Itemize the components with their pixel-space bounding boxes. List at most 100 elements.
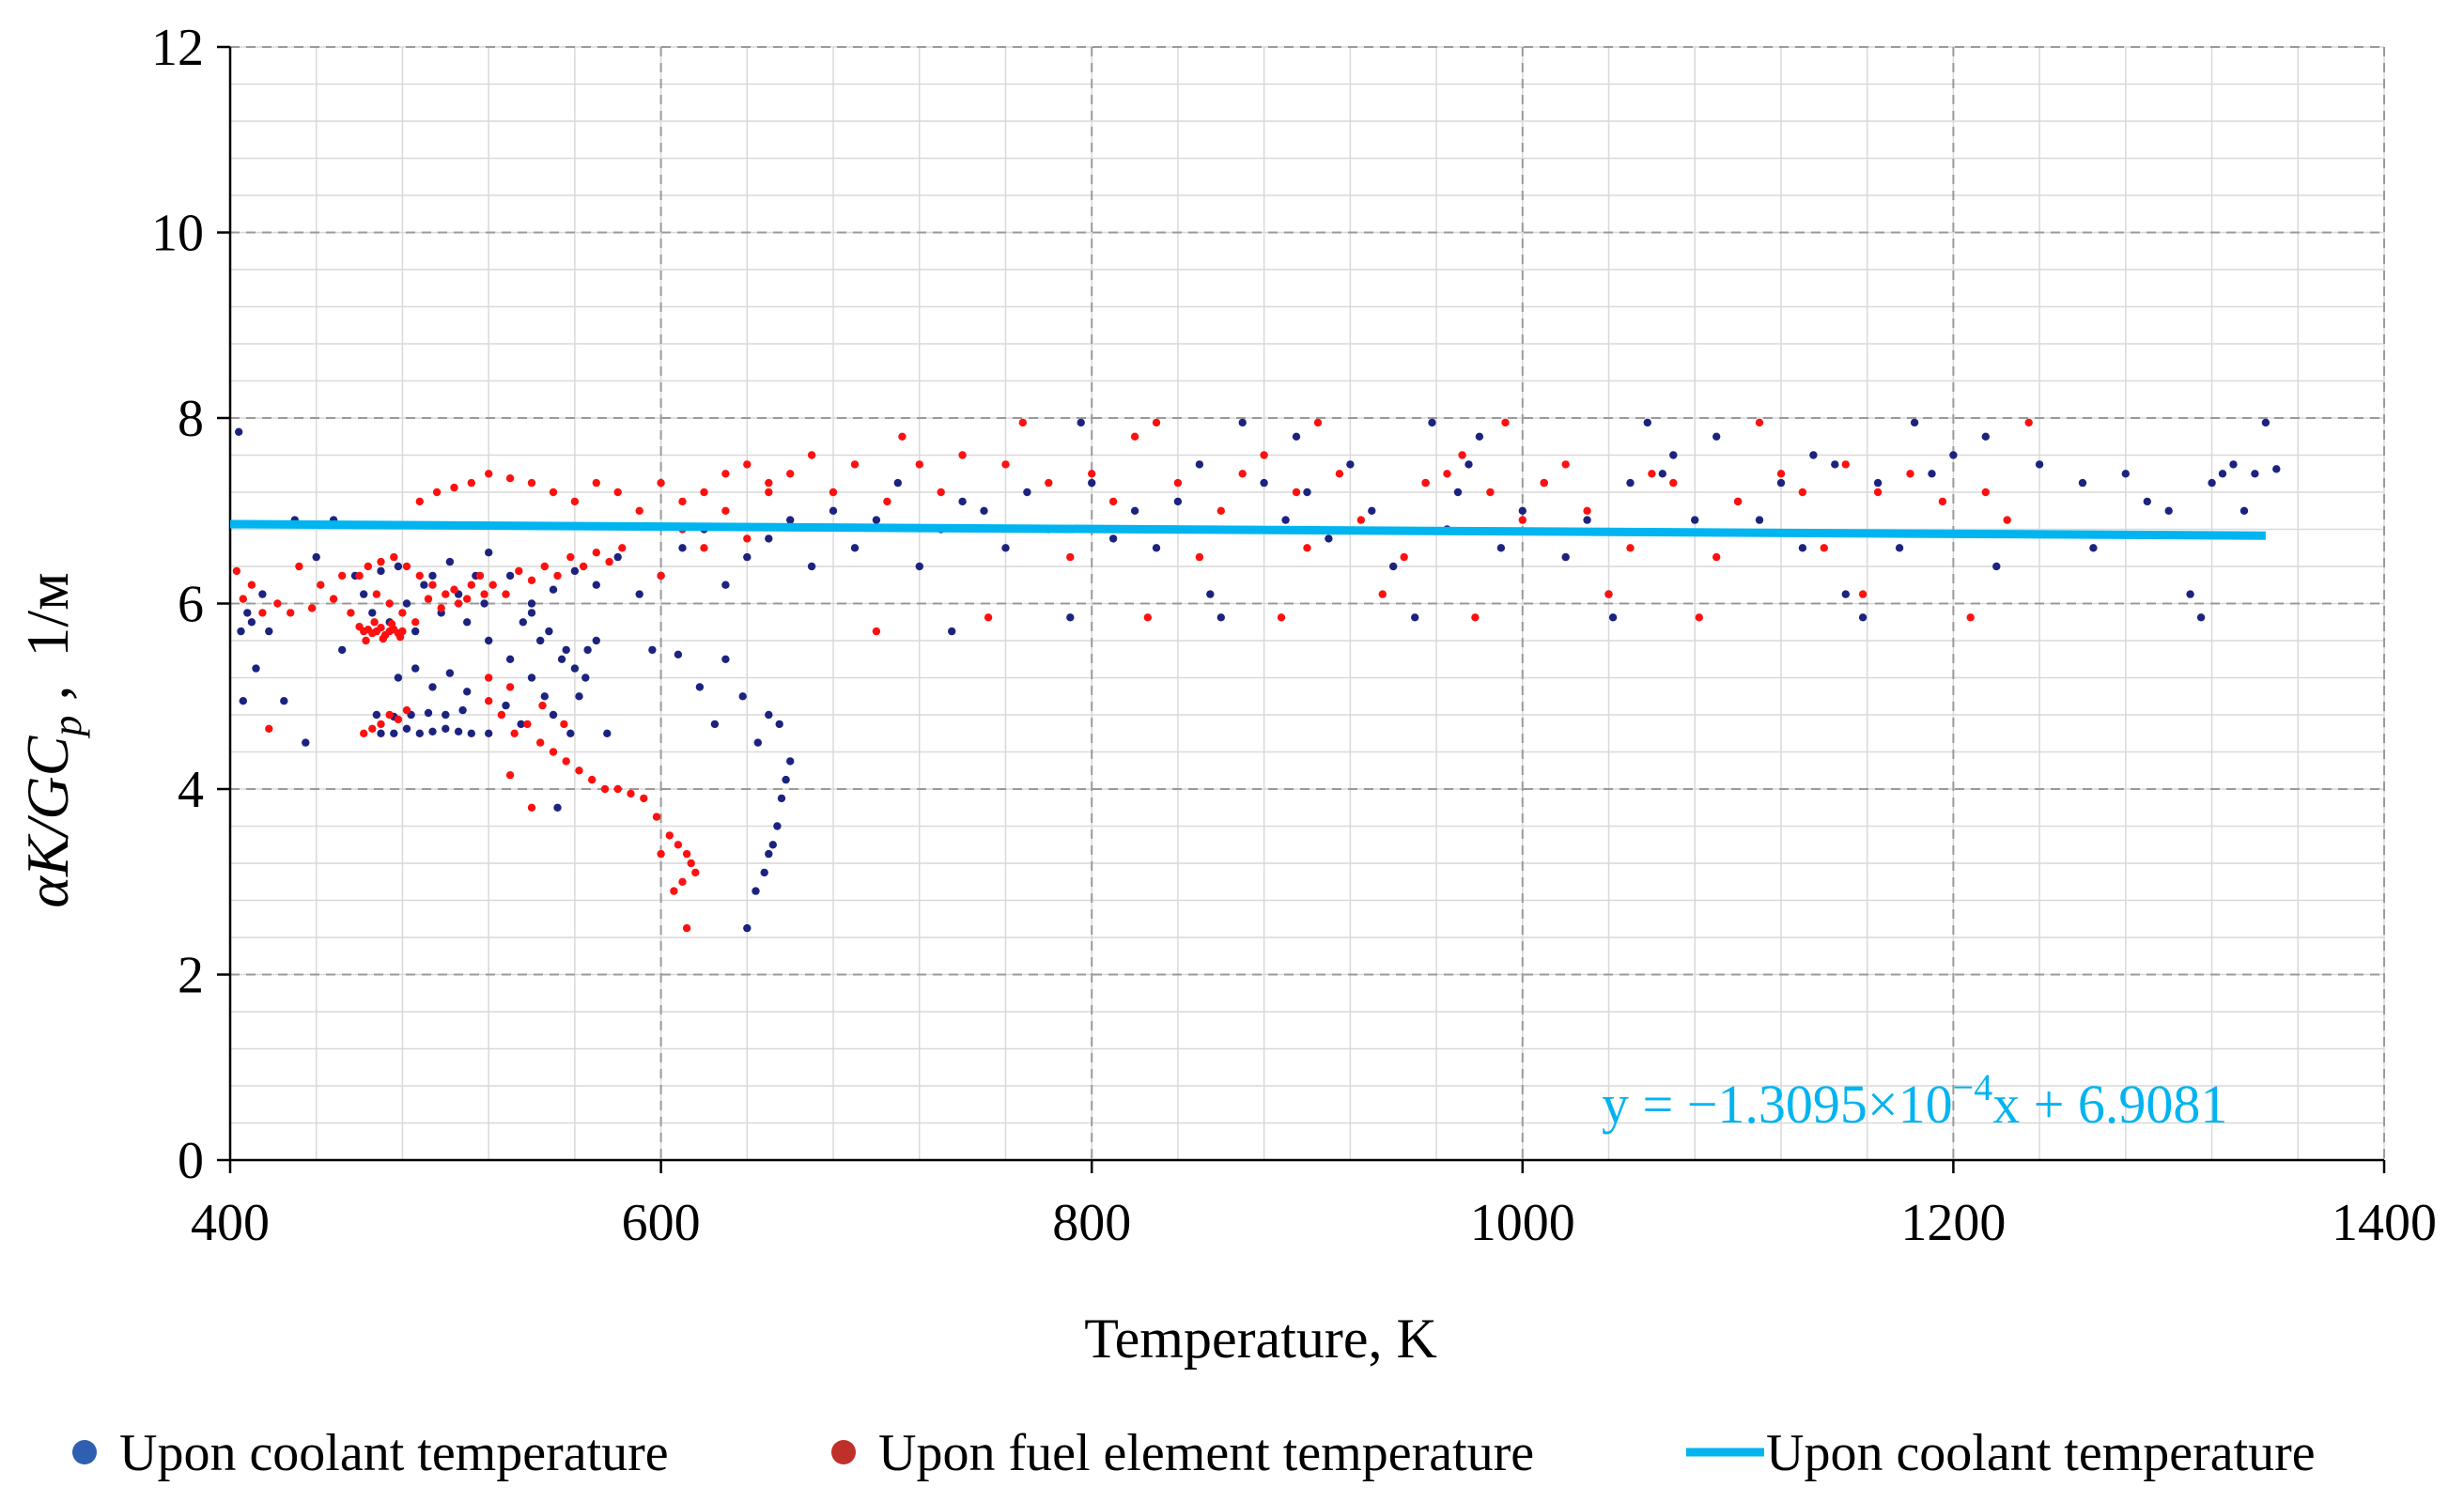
data-point-fuel bbox=[239, 595, 247, 603]
data-point-fuel bbox=[360, 729, 368, 737]
data-point-coolant bbox=[360, 590, 368, 598]
data-point-coolant bbox=[1809, 451, 1818, 459]
data-point-coolant bbox=[1608, 613, 1618, 622]
data-point-fuel bbox=[1583, 506, 1591, 515]
data-point-coolant bbox=[1910, 418, 1919, 427]
data-point-coolant bbox=[377, 729, 385, 737]
data-point-fuel bbox=[377, 624, 385, 632]
data-point-coolant bbox=[252, 664, 260, 673]
data-point-coolant bbox=[765, 849, 773, 859]
data-point-fuel bbox=[450, 585, 458, 594]
data-point-fuel bbox=[635, 506, 643, 515]
data-point-coolant bbox=[1658, 470, 1667, 478]
data-point-fuel bbox=[485, 674, 493, 682]
data-point-fuel bbox=[1356, 516, 1366, 524]
data-point-coolant bbox=[562, 645, 570, 655]
y-tick-label: 10 bbox=[151, 205, 204, 263]
data-point-fuel bbox=[485, 697, 493, 705]
data-point-coolant bbox=[527, 674, 536, 682]
data-point-fuel bbox=[1471, 613, 1480, 622]
data-point-coolant bbox=[527, 599, 536, 608]
data-point-coolant bbox=[760, 868, 768, 877]
data-point-coolant bbox=[872, 516, 881, 524]
data-point-fuel bbox=[1066, 552, 1075, 562]
data-point-coolant bbox=[415, 729, 424, 737]
data-point-coolant bbox=[768, 841, 777, 849]
data-point-coolant bbox=[1518, 506, 1527, 515]
data-point-fuel bbox=[385, 599, 394, 608]
data-point-fuel bbox=[1906, 470, 1914, 478]
data-point-fuel bbox=[1378, 590, 1387, 598]
data-point-fuel bbox=[1152, 418, 1161, 427]
data-point-fuel bbox=[368, 724, 377, 733]
trendline bbox=[229, 519, 2266, 540]
data-point-fuel bbox=[2024, 418, 2033, 427]
data-point-fuel bbox=[540, 562, 549, 571]
data-point-coolant bbox=[958, 497, 967, 506]
y-tick-label: 4 bbox=[178, 761, 204, 819]
data-point-coolant bbox=[485, 729, 493, 737]
data-point-coolant bbox=[1626, 478, 1635, 488]
x-tick-label: 1200 bbox=[1900, 1194, 2006, 1252]
data-point-coolant bbox=[553, 803, 562, 812]
data-point-coolant bbox=[738, 692, 747, 701]
data-point-coolant bbox=[442, 724, 450, 733]
legend: Upon coolant temperature Upon fuel eleme… bbox=[72, 1424, 2316, 1482]
data-point-fuel bbox=[415, 571, 424, 581]
data-point-fuel bbox=[807, 451, 816, 459]
data-point-coolant bbox=[1066, 613, 1075, 622]
data-point-fuel bbox=[721, 470, 730, 478]
data-point-coolant bbox=[2272, 465, 2281, 473]
data-point-fuel bbox=[395, 632, 405, 642]
data-point-fuel bbox=[497, 710, 506, 720]
data-point-coolant bbox=[786, 516, 795, 524]
data-point-fuel bbox=[347, 609, 355, 617]
data-point-coolant bbox=[1798, 544, 1807, 552]
data-point-fuel bbox=[682, 923, 691, 933]
data-point-fuel bbox=[1873, 488, 1883, 497]
data-point-coolant bbox=[247, 618, 256, 627]
data-point-coolant bbox=[545, 627, 553, 636]
data-point-coolant bbox=[648, 645, 657, 655]
data-point-coolant bbox=[1108, 534, 1118, 543]
data-point-fuel bbox=[765, 478, 773, 488]
data-point-coolant bbox=[782, 775, 790, 784]
data-point-coolant bbox=[463, 688, 472, 696]
y-tick-label: 12 bbox=[151, 19, 204, 77]
data-point-coolant bbox=[258, 590, 267, 598]
data-point-fuel bbox=[258, 609, 267, 617]
data-point-coolant bbox=[581, 674, 590, 682]
data-point-coolant bbox=[2251, 470, 2259, 478]
data-point-coolant bbox=[463, 618, 472, 627]
legend-label-coolant: Upon coolant temperature bbox=[119, 1424, 669, 1482]
data-point-fuel bbox=[450, 483, 458, 492]
data-point-fuel bbox=[1130, 432, 1139, 441]
data-point-fuel bbox=[1938, 497, 1947, 506]
data-point-fuel bbox=[538, 701, 547, 710]
data-point-coolant bbox=[2239, 506, 2249, 515]
data-point-coolant bbox=[710, 720, 720, 729]
data-point-coolant bbox=[485, 636, 493, 645]
data-point-coolant bbox=[338, 645, 347, 655]
data-point-fuel bbox=[1143, 613, 1153, 622]
data-point-fuel bbox=[743, 534, 752, 543]
data-point-fuel bbox=[1313, 418, 1323, 427]
data-point-coolant bbox=[467, 729, 475, 737]
data-point-fuel bbox=[536, 738, 545, 747]
data-point-fuel bbox=[372, 590, 381, 598]
data-point-coolant bbox=[442, 710, 450, 720]
data-point-coolant bbox=[786, 757, 795, 766]
data-point-coolant bbox=[1346, 460, 1355, 469]
data-point-coolant bbox=[1776, 478, 1786, 488]
data-point-fuel bbox=[1217, 506, 1226, 515]
data-point-fuel bbox=[765, 488, 773, 497]
data-point-fuel bbox=[527, 576, 536, 584]
data-point-fuel bbox=[432, 488, 442, 497]
data-point-fuel bbox=[700, 544, 708, 552]
data-point-fuel bbox=[1776, 470, 1786, 478]
data-point-fuel bbox=[691, 868, 700, 877]
data-point-fuel bbox=[1400, 552, 1408, 562]
data-point-fuel bbox=[329, 595, 338, 603]
data-point-fuel bbox=[527, 478, 536, 488]
data-point-fuel bbox=[377, 720, 385, 729]
